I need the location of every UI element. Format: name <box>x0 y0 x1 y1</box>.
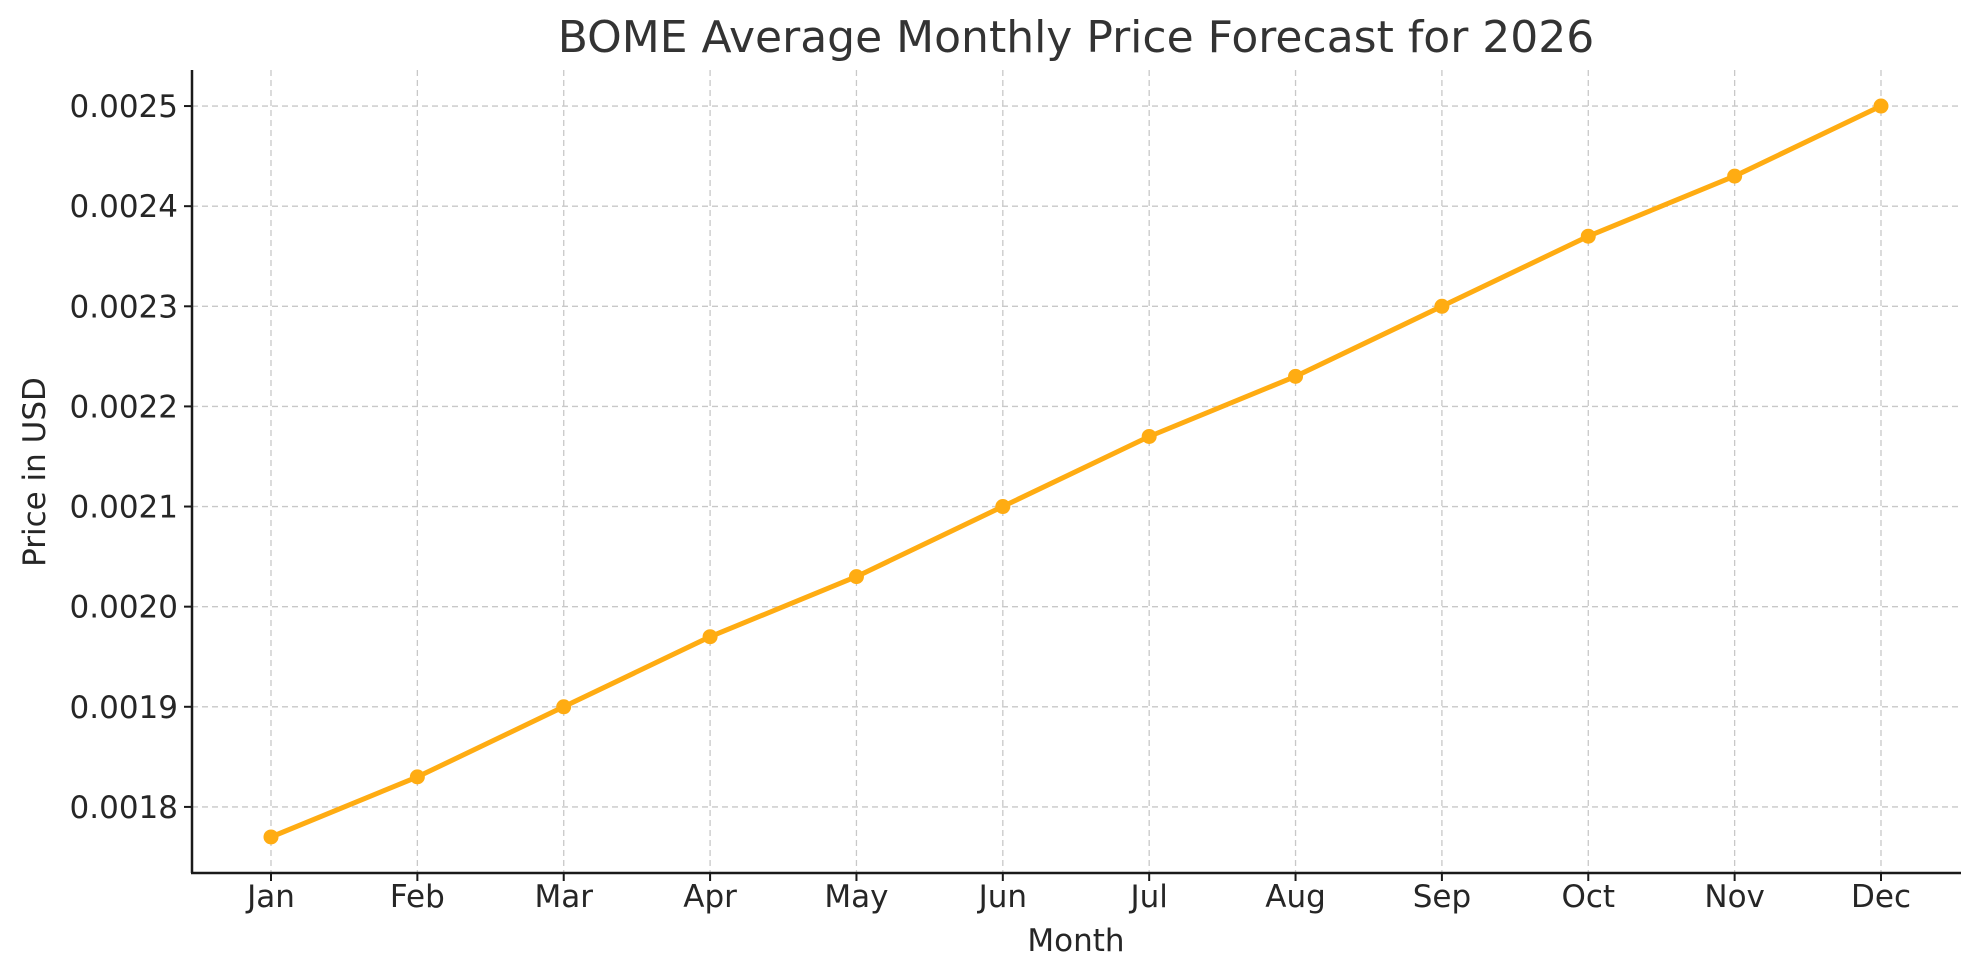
chart-title: BOME Average Monthly Price Forecast for … <box>558 12 1595 63</box>
x-tick-label: Sep <box>1413 879 1471 915</box>
data-point-may <box>848 569 864 585</box>
x-tick-label: Nov <box>1704 879 1765 915</box>
series-line <box>268 103 1884 840</box>
y-axis-ticks: 0.0018 0.0019 0.0020 0.0021 0.0022 0.0023 0.00… <box>70 89 192 826</box>
x-tick-label: Mar <box>534 879 593 915</box>
x-tick-label: May <box>824 879 888 915</box>
x-tick-label: Jul <box>1128 879 1167 915</box>
y-tick-label: 0.0021 <box>70 490 178 526</box>
x-tick-label: Jan <box>245 879 295 915</box>
data-point-nov <box>1727 168 1743 184</box>
data-point-aug <box>1288 368 1304 384</box>
series-layer <box>263 98 1889 845</box>
y-tick-label: 0.0020 <box>70 590 178 626</box>
x-tick-label: Oct <box>1561 879 1615 915</box>
y-axis-label: Price in USD <box>17 377 53 567</box>
x-tick-label: Feb <box>390 879 445 915</box>
y-tick-label: 0.0025 <box>70 89 178 125</box>
data-point-apr <box>702 629 718 645</box>
data-point-oct <box>1580 228 1596 244</box>
y-tick-label: 0.0019 <box>70 690 178 726</box>
axes <box>190 70 1961 875</box>
x-tick-label: Dec <box>1851 879 1911 915</box>
x-axis-ticks: Jan Feb Mar Apr May Jun Jul Aug Sep Oct Nov Dec <box>245 873 1911 915</box>
y-tick-label: 0.0024 <box>70 189 178 225</box>
data-point-jul <box>1141 428 1157 444</box>
y-tick-label: 0.0023 <box>70 289 178 325</box>
x-tick-label: Jun <box>977 879 1027 915</box>
x-axis-label: Month <box>1027 923 1124 959</box>
data-point-feb <box>409 769 425 785</box>
x-tick-label: Apr <box>683 879 737 915</box>
data-point-dec <box>1873 98 1889 114</box>
data-point-jun <box>995 499 1011 515</box>
grid <box>192 70 1961 873</box>
data-point-jan <box>263 829 279 845</box>
data-point-sep <box>1434 298 1450 314</box>
x-tick-label: Aug <box>1265 879 1326 915</box>
y-tick-label: 0.0018 <box>70 790 178 826</box>
data-point-mar <box>556 699 572 715</box>
y-tick-label: 0.0022 <box>70 389 178 425</box>
